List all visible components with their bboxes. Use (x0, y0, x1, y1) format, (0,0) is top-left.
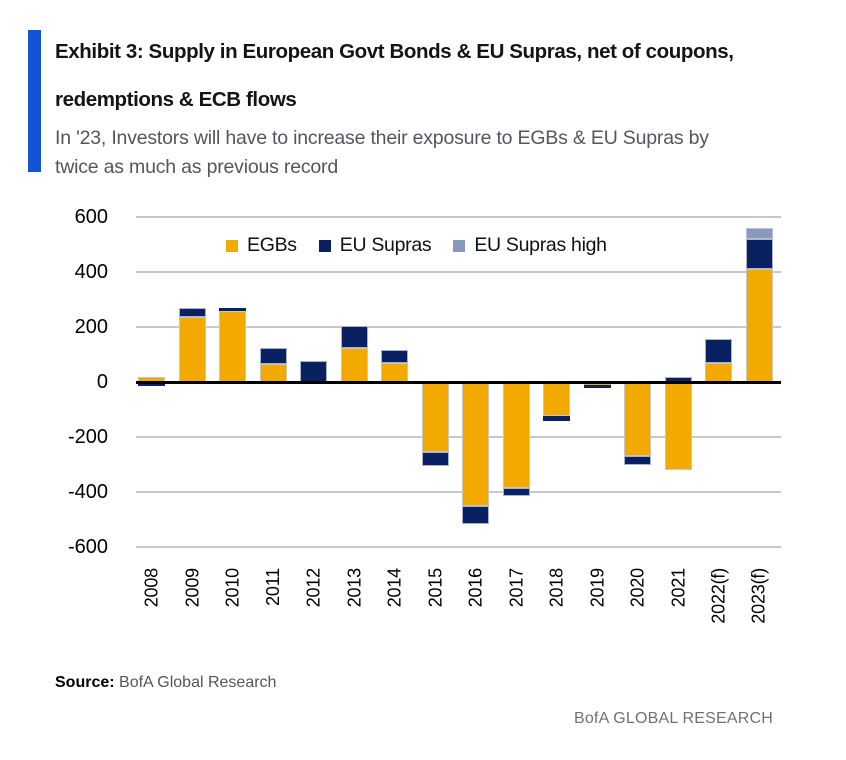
plot-area (136, 216, 781, 548)
exhibit-subtitle-line1: In '23, Investors will have to increase … (55, 127, 709, 149)
legend-swatch-icon (226, 239, 238, 252)
x-axis-label-2017: 2017 (506, 568, 526, 608)
x-axis-label-2013: 2013 (344, 568, 364, 608)
gridline--200 (136, 436, 781, 438)
bar-segment-2023(f)-EU-Supras-high (745, 228, 773, 239)
chart-legend: EGBs EU Supras EU Supras high (226, 234, 607, 257)
bar-segment-2019-EU-Supras (583, 384, 611, 388)
exhibit-title-line1: Exhibit 3: Supply in European Govt Bonds… (55, 40, 734, 63)
bar-segment-2022(f)-EU-Supras (705, 339, 732, 363)
x-axis-label-2019: 2019 (587, 568, 607, 608)
bar-segment-2023(f)-EU-Supras (745, 239, 773, 270)
y-tick-label--200: -200 (67, 426, 108, 448)
x-axis-label-2015: 2015 (425, 568, 445, 608)
x-axis-label-2009: 2009 (182, 568, 202, 608)
bar-segment-2012-EU-Supras (300, 361, 327, 382)
bar-segment-2009-EU-Supras (178, 307, 206, 318)
y-tick-label--600: -600 (67, 536, 108, 558)
bar-segment-2017-EU-Supras (502, 487, 530, 497)
gridline-200 (136, 326, 781, 328)
x-axis-label-2022(f): 2022(f) (708, 568, 729, 624)
y-tick-label-400: 400 (74, 261, 108, 283)
legend-swatch-icon (453, 239, 466, 252)
gridline-400 (136, 271, 781, 273)
bar-segment-2018-EU-Supras (543, 416, 570, 421)
x-axis-label-2016: 2016 (465, 568, 486, 608)
legend-label: EU Supras high (474, 234, 607, 256)
bar-segment-2020-EU-Supras (624, 456, 651, 465)
bar-segment-2011-EGBs (259, 364, 287, 382)
zero-axis-line (136, 380, 781, 384)
x-axis-label-2008: 2008 (141, 568, 162, 608)
exhibit-header: Exhibit 3: Supply in European Govt Bonds… (55, 28, 835, 182)
y-tick-label-200: 200 (74, 316, 108, 338)
bar-segment-2009-EGBs (178, 317, 206, 382)
bar-segment-2010-EGBs (219, 310, 246, 382)
legend-item-EU-Supras: EU Supras (318, 234, 432, 257)
bar-segment-2013-EGBs (340, 347, 368, 382)
bar-segment-2008-EU-Supras (138, 382, 165, 387)
legend-item-EU-Supras-high: EU Supras high (453, 234, 607, 257)
legend-item-EGBs: EGBs (226, 234, 297, 257)
bar-segment-2014-EGBs (381, 362, 408, 382)
bar-segment-2011-EU-Supras (259, 347, 287, 365)
exhibit-title-line2: redemptions & ECB flows (55, 88, 297, 111)
legend-label: EU Supras (339, 234, 432, 256)
bar-segment-2018-EGBs (543, 382, 570, 417)
bar-segment-2015-EU-Supras (421, 452, 449, 466)
exhibit-accent-bar (28, 30, 41, 172)
gridline--600 (136, 546, 781, 548)
bar-segment-2015-EGBs (421, 382, 449, 453)
bar-segment-2021-EGBs (664, 382, 692, 470)
exhibit-subtitle-line2: twice as much as previous record (55, 156, 338, 178)
x-axis-label-2021: 2021 (668, 568, 688, 608)
x-axis-label-2011: 2011 (263, 568, 283, 606)
bar-segment-2023(f)-EGBs (745, 269, 773, 382)
brand-watermark: BofA GLOBAL RESEARCH (573, 710, 773, 727)
bar-segment-2013-EU-Supras (340, 325, 368, 348)
x-axis-label-2010: 2010 (222, 568, 243, 608)
gridline--400 (136, 491, 781, 493)
y-tick-label--400: -400 (67, 481, 108, 503)
gridline-600 (136, 216, 781, 218)
y-tick-label-600: 600 (74, 206, 108, 228)
bar-segment-2014-EU-Supras (381, 350, 408, 363)
x-axis-label-2023(f): 2023(f) (749, 568, 769, 624)
bar-segment-2020-EGBs (624, 382, 651, 457)
x-axis-label-2018: 2018 (546, 568, 567, 608)
legend-swatch-icon (318, 239, 331, 252)
source-line: Source: BofA Global Research (55, 674, 276, 692)
bar-segment-2017-EGBs (502, 382, 530, 488)
x-axis-label-2012: 2012 (303, 568, 324, 608)
bar-segment-2022(f)-EGBs (705, 362, 732, 382)
bar-segment-2010-EU-Supras (219, 307, 246, 311)
bar-segment-2016-EGBs (462, 382, 489, 506)
legend-label: EGBs (247, 234, 297, 256)
bar-segment-2016-EU-Supras (462, 505, 489, 524)
source-text: BofA Global Research (119, 674, 277, 691)
source-label: Source: (55, 674, 115, 691)
x-axis-label-2020: 2020 (627, 568, 648, 608)
x-axis-label-2014: 2014 (384, 568, 405, 608)
y-tick-label-0: 0 (96, 371, 108, 393)
